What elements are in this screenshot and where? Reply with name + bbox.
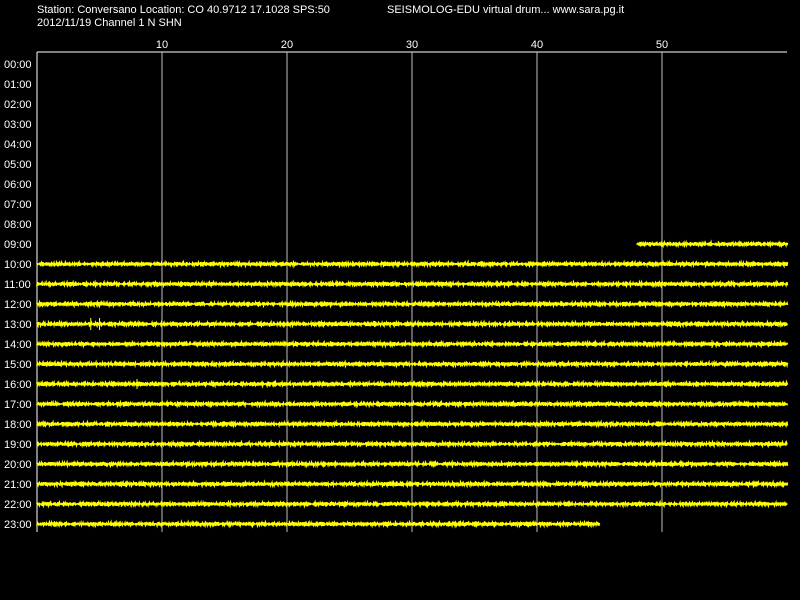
app-title: SEISMOLOG-EDU virtual drum... www.sara.p… (387, 4, 625, 16)
trace-1900 (36, 439, 788, 449)
hour-label: 18:00 (4, 419, 32, 431)
hour-label: 21:00 (4, 479, 32, 491)
hour-label: 00:00 (4, 59, 32, 71)
trace-1000 (36, 259, 789, 269)
hour-label: 20:00 (4, 459, 32, 471)
trace-1300 (36, 319, 789, 329)
station-info: Station: Conversano Location: CO 40.9712… (37, 4, 330, 16)
x-tick-label: 40 (531, 39, 543, 51)
trace-1400 (36, 339, 789, 349)
hour-label: 01:00 (4, 79, 32, 91)
hour-label: 17:00 (4, 399, 32, 411)
hour-label: 02:00 (4, 99, 32, 111)
traces (36, 239, 789, 529)
hour-label: 11:00 (4, 279, 31, 291)
trace-1600 (36, 379, 789, 389)
x-tick-label: 30 (406, 39, 418, 51)
hour-label: 12:00 (4, 299, 32, 311)
hour-label: 06:00 (4, 179, 32, 191)
trace-2000 (36, 459, 789, 469)
hour-label: 15:00 (4, 359, 32, 371)
x-tick-label: 50 (656, 39, 668, 51)
trace-1700 (36, 399, 789, 409)
grid (36, 51, 787, 532)
trace-1800 (36, 419, 789, 429)
trace-0900 (636, 239, 789, 249)
hour-label: 07:00 (4, 199, 32, 211)
hour-label: 08:00 (4, 219, 32, 231)
trace-1200 (36, 299, 789, 309)
hour-label: 05:00 (4, 159, 32, 171)
hour-label: 09:00 (4, 239, 32, 251)
x-tick-labels: 10 20 30 40 50 (156, 39, 668, 51)
hour-label: 13:00 (4, 319, 32, 331)
hour-label: 04:00 (4, 139, 32, 151)
hour-labels: 00:00 01:00 02:00 03:00 04:00 05:00 06:00 07:00… (4, 59, 32, 531)
x-tick-label: 20 (281, 39, 293, 51)
hour-label: 14:00 (4, 339, 32, 351)
trace-2200 (36, 499, 788, 509)
trace-1500 (36, 359, 789, 369)
trace-2300 (36, 519, 601, 529)
hour-label: 10:00 (4, 259, 32, 271)
hour-label: 22:00 (4, 499, 32, 511)
hour-label: 16:00 (4, 379, 32, 391)
hour-label: 19:00 (4, 439, 32, 451)
x-tick-label: 10 (156, 39, 168, 51)
trace-1100 (36, 279, 789, 289)
trace-2100 (36, 479, 789, 489)
hour-label: 23:00 (4, 519, 32, 531)
date-channel-info: 2012/11/19 Channel 1 N SHN (37, 17, 182, 29)
hour-label: 03:00 (4, 119, 32, 131)
